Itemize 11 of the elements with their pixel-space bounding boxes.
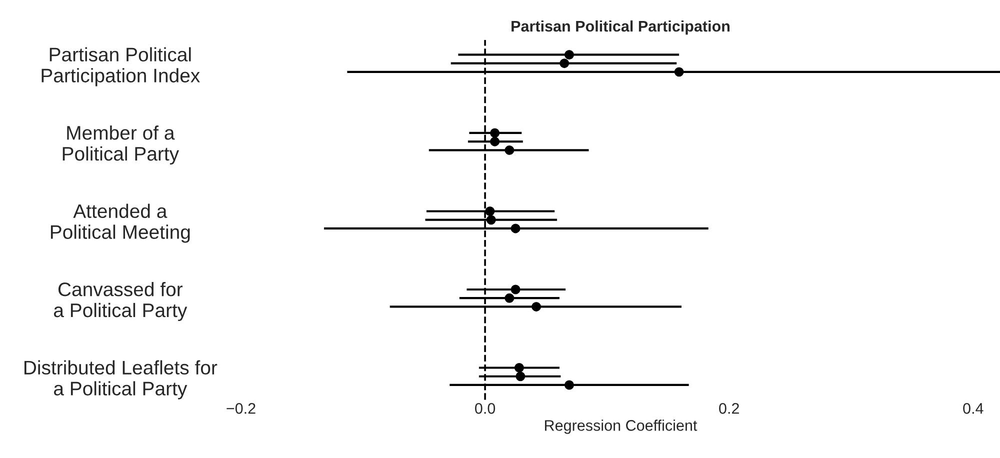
y-tick-label: Distributed Leaflets for a Political Party [24,360,218,400]
x-tick-label: 0.2 [719,403,739,414]
y-tick-label: Partisan Political Participation Index [42,47,200,86]
x-tick-label: 0.0 [475,403,496,414]
y-tick-label: Member of a Political Party [62,125,180,165]
x-tick-label: 0.4 [963,403,984,414]
x-axis-title: Regression Coefficient [545,420,698,434]
x-tick-label: −0.2 [226,403,256,414]
y-tick-label: Attended a Political Meeting [50,204,190,243]
y-tick-label: Canvassed for a Political Party [54,282,188,322]
chart-title: Partisan Political Participation [512,20,730,35]
